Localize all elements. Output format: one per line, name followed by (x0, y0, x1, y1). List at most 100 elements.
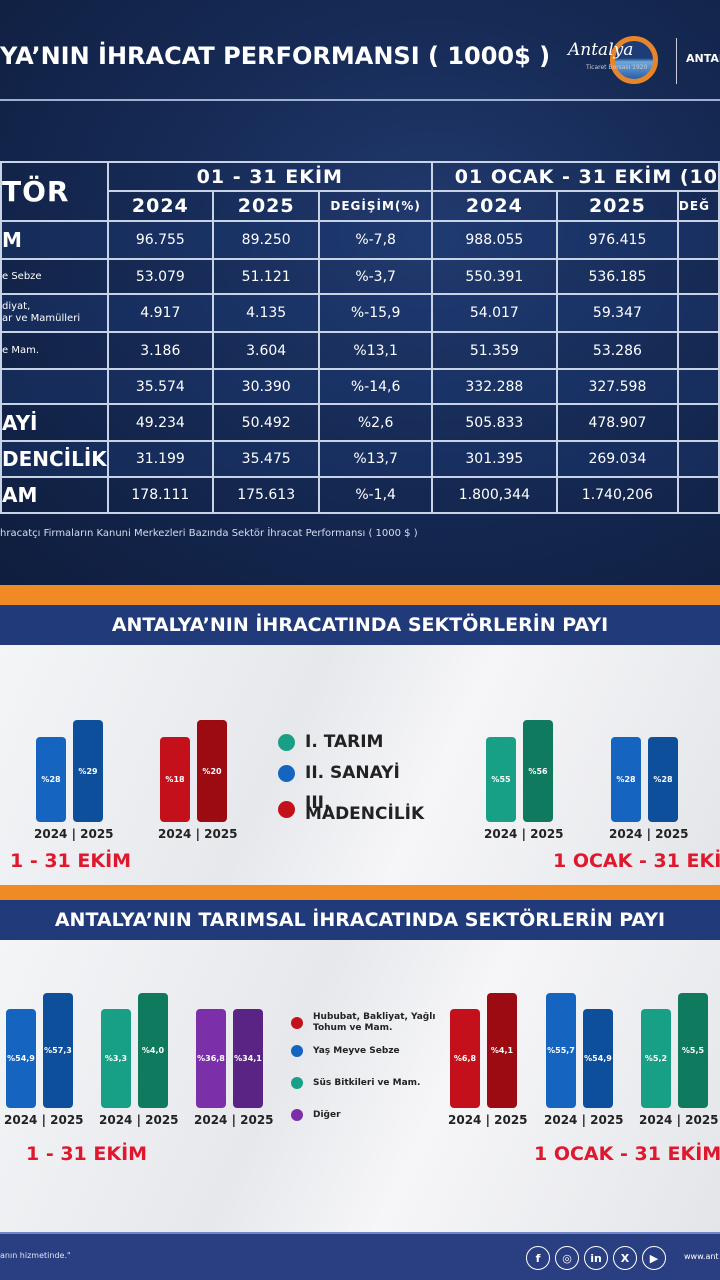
period1-header: 01 - 31 EKİM (106, 161, 433, 192)
legend-item: I. TARIM (278, 734, 445, 751)
legend-dot-icon (291, 1017, 303, 1029)
table-note: hracatçı Firmaların Kanuni Merkezleri Ba… (0, 528, 418, 539)
legend-label: Diğer (313, 1109, 341, 1120)
row-label: e Sebze (0, 258, 109, 295)
page-title: YA’NIN İHRACAT PERFORMANSI ( 1000$ ) (0, 42, 551, 70)
logo-subtext: Ticaret Borsası 1920 (586, 64, 648, 71)
instagram-icon[interactable]: ◎ (555, 1246, 579, 1270)
year-label: 2024 | 2025 (158, 827, 238, 841)
legend-item: Hububat, Bakliyat, Yağlı Tohum ve Mam. (291, 1012, 453, 1034)
cell: 49.234 (106, 403, 214, 442)
bar-2024: %28 (36, 737, 66, 822)
period-label: 1 OCAK - 31 EKİM (534, 1143, 720, 1165)
logo-text: Antalya (568, 40, 634, 60)
bar-2024: %54,9 (6, 1009, 36, 1108)
bar-2024: %5,2 (641, 1009, 671, 1108)
year-label: 2024 | 2025 (544, 1113, 624, 1127)
legend-label: Yaş Meyve Sebze (313, 1045, 400, 1056)
cell (676, 293, 720, 333)
cell: %-7,8 (318, 220, 433, 260)
year-label: 2024 | 2025 (34, 827, 114, 841)
logo-ring-icon (610, 36, 658, 84)
legend-label: Süs Bitkileri ve Mam. (313, 1077, 421, 1088)
table-row: diyat, ar ve Mamülleri 4.917 4.135 %-15,9 54… (0, 293, 720, 333)
legend-item: II. SANAYİ (278, 765, 445, 782)
cell: %-3,7 (318, 258, 433, 295)
cell: 536.185 (555, 258, 679, 295)
cell: 332.288 (430, 368, 558, 405)
col-change: DEĞ (676, 190, 720, 222)
row-label: diyat, ar ve Mamülleri (0, 293, 109, 333)
cell: 54.017 (430, 293, 558, 333)
cell: 301.395 (430, 440, 558, 478)
cell: 1.800,344 (430, 476, 558, 514)
section1-panel (0, 645, 720, 885)
row-label: M (0, 220, 109, 260)
cell: 550.391 (430, 258, 558, 295)
bar-2025: %20 (197, 720, 227, 822)
footer: anın hizmetinde." f ◎ in X ▶ www.ant (0, 1232, 720, 1280)
legend-item: Süs Bitkileri ve Mam. (291, 1077, 453, 1089)
col-2024: 2024 (106, 190, 214, 222)
sector-header: TÖR (0, 161, 109, 222)
cell: 269.034 (555, 440, 679, 478)
cell: 59.347 (555, 293, 679, 333)
x-icon[interactable]: X (613, 1246, 637, 1270)
legend-label: II. SANAYİ (305, 763, 400, 783)
legend-dot-icon (278, 800, 295, 818)
legend-dot-icon (278, 765, 295, 782)
table-row: M 96.755 89.250 %-7,8 988.055 976.415 (0, 220, 720, 260)
legend-label: III. MADENCİLİK (305, 793, 425, 824)
legend-dot-icon (291, 1045, 303, 1057)
row-label: DENCİLİK (0, 440, 109, 478)
bar-2025: %4,1 (487, 993, 517, 1108)
cell: 53.286 (555, 331, 679, 370)
cell (676, 220, 720, 260)
export-table: TÖR 01 - 31 EKİM 01 OCAK - 31 EKİM (10 2… (0, 161, 720, 514)
table-row: AYİ 49.234 50.492 %2,6 505.833 478.907 (0, 403, 720, 442)
cell: 51.359 (430, 331, 558, 370)
cell: 35.475 (211, 440, 321, 478)
orange-stripe (0, 885, 720, 900)
facebook-icon[interactable]: f (526, 1246, 550, 1270)
cell: 988.055 (430, 220, 558, 260)
bar-2024: %36,8 (196, 1009, 226, 1108)
logo: Antalya Ticaret Borsası 1920 (566, 36, 666, 88)
table-row: 35.574 30.390 %-14,6 332.288 327.598 (0, 368, 720, 405)
bar-2025: %5,5 (678, 993, 708, 1108)
header-area: YA’NIN İHRACAT PERFORMANSI ( 1000$ ) Ant… (0, 0, 720, 585)
cell: 35.574 (106, 368, 214, 405)
section2-title: ANTALYA’NIN TARIMSAL İHRACATINDA SEKTÖRL… (0, 900, 720, 940)
cell: %13,7 (318, 440, 433, 478)
period2-header: 01 OCAK - 31 EKİM (10 (430, 161, 720, 192)
bar-2025: %57,3 (43, 993, 73, 1108)
bar-2025: %29 (73, 720, 103, 822)
cell: 327.598 (555, 368, 679, 405)
cell: 175.613 (211, 476, 321, 514)
year-label: 2024 | 2025 (448, 1113, 528, 1127)
cell: 3.604 (211, 331, 321, 370)
legend-dot-icon (278, 734, 295, 751)
bar-2024: %6,8 (450, 1009, 480, 1108)
legend-dot-icon (291, 1109, 303, 1121)
year-label: 2024 | 2025 (99, 1113, 179, 1127)
cell: 4.135 (211, 293, 321, 333)
cell: 478.907 (555, 403, 679, 442)
cell (676, 403, 720, 442)
period-label: 1 OCAK - 31 EKİM (553, 850, 720, 872)
cell: 505.833 (430, 403, 558, 442)
cell (676, 258, 720, 295)
cell: 3.186 (106, 331, 214, 370)
table-row: DENCİLİK 31.199 35.475 %13,7 301.395 269.034 (0, 440, 720, 478)
col-2025: 2025 (555, 190, 679, 222)
linkedin-icon[interactable]: in (584, 1246, 608, 1270)
col-change: DEGİŞİM(%) (318, 190, 433, 222)
cell (676, 440, 720, 478)
website-link[interactable]: www.ant (684, 1252, 719, 1261)
col-2025: 2025 (211, 190, 321, 222)
bar-2024: %18 (160, 737, 190, 822)
youtube-icon[interactable]: ▶ (642, 1246, 666, 1270)
cell: 31.199 (106, 440, 214, 478)
cell: 30.390 (211, 368, 321, 405)
year-label: 2024 | 2025 (639, 1113, 719, 1127)
